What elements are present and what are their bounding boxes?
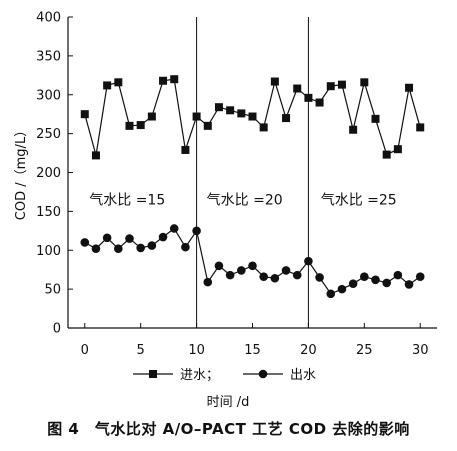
data-point-s0-30	[416, 123, 425, 132]
data-point-s1-10	[192, 226, 201, 236]
y-tick-label-4: 200	[36, 166, 61, 181]
chart-legend: 进水； 出水	[133, 368, 316, 383]
data-point-s1-29	[404, 280, 414, 289]
phase-dividers	[196, 17, 309, 328]
phase-annotation-1: 气水比 =20	[207, 193, 283, 209]
x-tick-label-5: 25	[356, 343, 373, 358]
data-point-s0-24	[349, 125, 358, 134]
y-tick-label-1: 50	[44, 283, 61, 298]
data-point-s0-23	[337, 80, 346, 89]
data-point-s1-23	[337, 284, 347, 294]
data-point-s1-2	[102, 233, 112, 243]
series-0	[80, 75, 425, 160]
data-point-s0-6	[147, 112, 156, 121]
data-point-s0-20	[304, 93, 313, 102]
data-point-s0-22	[326, 82, 335, 91]
data-point-s0-8	[170, 75, 179, 84]
data-point-s1-9	[181, 242, 190, 252]
data-point-s1-25	[360, 272, 369, 281]
data-point-s0-5	[136, 121, 145, 130]
data-point-s1-8	[169, 224, 179, 233]
data-point-s0-29	[405, 83, 414, 92]
data-point-s1-1	[91, 244, 101, 253]
data-point-s1-6	[147, 241, 157, 250]
legend-marker-0	[149, 370, 157, 378]
data-point-s1-4	[125, 234, 134, 243]
y-tick-label-2: 100	[36, 244, 61, 259]
phase-annotation-0: 气水比 =15	[89, 193, 165, 209]
data-point-s1-5	[136, 243, 145, 253]
y-tick-label-7: 350	[36, 49, 61, 64]
figure-caption: 图 4 气水比对 A/O–PACT 工艺 COD 去除的影响	[47, 420, 410, 438]
data-point-s0-4	[125, 121, 134, 130]
data-point-s0-11	[203, 121, 212, 130]
y-tick-label-5: 250	[36, 127, 61, 142]
x-tick-label-6: 30	[412, 343, 429, 358]
x-axis-label: 时间 /d	[207, 395, 250, 410]
data-point-s1-11	[203, 277, 213, 287]
data-point-s0-15	[248, 112, 257, 121]
data-point-s1-26	[371, 275, 380, 285]
y-tick-label-3: 150	[36, 205, 61, 220]
data-point-s1-20	[304, 256, 313, 266]
data-point-s1-14	[237, 266, 246, 275]
legend-label-0: 进水；	[180, 368, 219, 383]
x-tick-label-1: 5	[137, 343, 145, 358]
data-point-s0-25	[360, 78, 369, 87]
data-point-s0-21	[315, 98, 324, 107]
data-point-s1-0	[80, 238, 90, 247]
data-point-s0-3	[114, 78, 123, 87]
y-tick-label-6: 300	[36, 88, 61, 103]
data-point-s0-7	[159, 76, 168, 85]
data-point-s0-28	[393, 145, 402, 154]
data-point-s1-30	[415, 272, 425, 281]
chart-series	[80, 75, 425, 299]
data-point-s0-9	[181, 145, 190, 154]
data-point-s0-26	[371, 114, 380, 123]
axis-ticks: 0 50 100 150 200 250 300 350 400 0 5 10 15 20 25 30	[36, 11, 428, 359]
data-point-s1-18	[281, 266, 291, 275]
phase-annotations: 气水比 =15 气水比 =20 气水比 =25	[89, 193, 396, 209]
series-line-1	[84, 227, 421, 295]
data-point-s1-12	[214, 261, 224, 271]
data-point-s0-17	[270, 77, 279, 86]
data-point-s0-14	[237, 109, 246, 118]
data-point-s1-28	[393, 270, 403, 280]
y-axis-label: COD /（mg/L）	[14, 124, 29, 220]
data-point-s0-0	[80, 110, 89, 119]
data-point-s0-13	[226, 106, 235, 115]
legend-marker-1	[258, 369, 268, 379]
data-point-s1-21	[315, 273, 324, 282]
x-tick-label-3: 15	[244, 343, 261, 358]
phase-annotation-2: 气水比 =25	[321, 193, 397, 209]
data-point-s1-24	[348, 279, 358, 288]
data-point-s0-10	[192, 112, 201, 121]
data-point-s1-7	[158, 232, 168, 242]
data-point-s1-19	[292, 270, 302, 280]
data-point-s0-16	[259, 123, 268, 132]
data-point-s1-3	[114, 244, 123, 253]
series-1	[80, 224, 425, 299]
data-point-s0-1	[91, 151, 100, 160]
data-point-s0-18	[282, 114, 291, 123]
legend-label-1: 出水	[290, 368, 316, 383]
y-tick-label-0: 0	[53, 322, 61, 337]
x-tick-label-4: 20	[300, 343, 317, 358]
data-point-s0-27	[382, 150, 391, 159]
x-tick-label-0: 0	[81, 343, 89, 358]
data-point-s1-17	[270, 273, 280, 283]
data-point-s1-16	[259, 272, 268, 281]
y-tick-label-8: 400	[36, 11, 61, 26]
data-point-s0-2	[103, 81, 112, 90]
data-point-s1-13	[225, 270, 235, 280]
data-point-s0-12	[214, 103, 223, 112]
data-point-s0-19	[293, 84, 302, 93]
x-tick-label-2: 10	[188, 343, 205, 358]
data-point-s1-22	[326, 289, 336, 299]
data-point-s1-15	[248, 261, 257, 271]
data-point-s1-27	[382, 278, 391, 288]
